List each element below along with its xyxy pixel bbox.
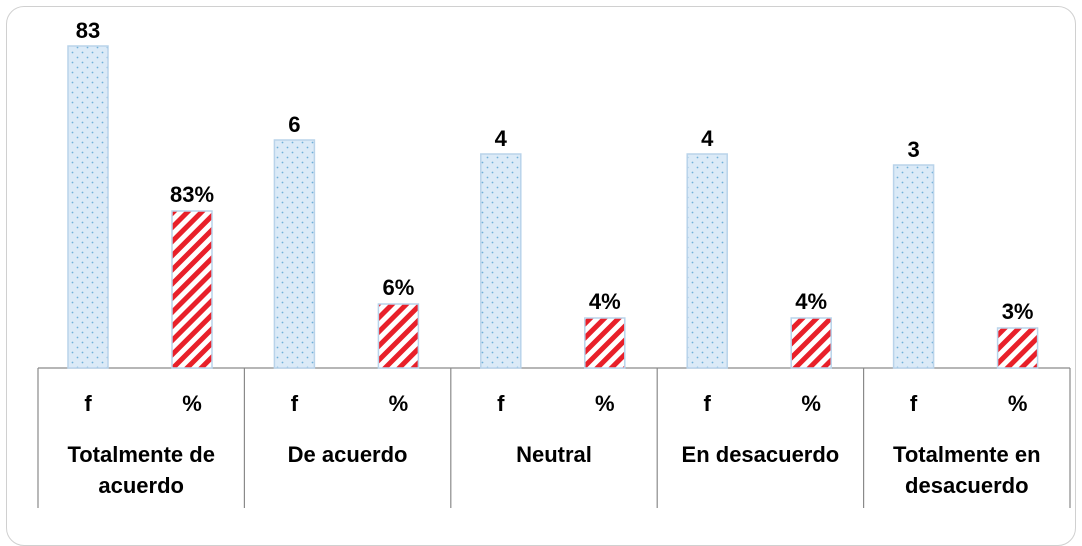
bar-f bbox=[273, 139, 316, 369]
data-label-f: 83 bbox=[76, 18, 100, 43]
category-label: acuerdo bbox=[98, 473, 184, 498]
data-label-f: 4 bbox=[701, 126, 714, 151]
series-label-percent: % bbox=[389, 391, 409, 416]
category-label: Totalmente en bbox=[893, 442, 1041, 467]
category-label: Neutral bbox=[516, 442, 592, 467]
data-label-percent: 6% bbox=[383, 275, 415, 300]
bar-percent bbox=[584, 317, 626, 369]
bar-f bbox=[67, 45, 109, 369]
series-label-percent: % bbox=[595, 391, 615, 416]
data-label-percent: 83% bbox=[170, 182, 214, 207]
data-label-percent: 3% bbox=[1002, 299, 1034, 324]
bar-f bbox=[686, 153, 728, 369]
series-label-f: f bbox=[291, 391, 299, 416]
category-label: De acuerdo bbox=[288, 442, 408, 467]
series-label-percent: % bbox=[801, 391, 821, 416]
series-label-f: f bbox=[497, 391, 505, 416]
series-label-percent: % bbox=[1008, 391, 1028, 416]
series-label-percent: % bbox=[182, 391, 202, 416]
data-label-f: 6 bbox=[288, 112, 300, 137]
bar-f bbox=[480, 153, 522, 369]
bar-percent bbox=[790, 317, 832, 369]
bar-percent bbox=[377, 303, 420, 369]
bar-chart: 83 83% f % Totalmente de acuerdo 6 6% f % De acuer… bbox=[37, 18, 1071, 508]
data-label-f: 4 bbox=[495, 126, 508, 151]
category-label: Totalmente de bbox=[67, 442, 215, 467]
data-label-percent: 4% bbox=[795, 289, 827, 314]
series-label-f: f bbox=[704, 391, 712, 416]
category-label: desacuerdo bbox=[905, 473, 1029, 498]
series-label-f: f bbox=[910, 391, 918, 416]
data-label-percent: 4% bbox=[589, 289, 621, 314]
bar-percent bbox=[996, 327, 1039, 369]
series-label-f: f bbox=[84, 391, 92, 416]
bar-percent bbox=[171, 210, 213, 369]
category-label: En desacuerdo bbox=[682, 442, 840, 467]
bar-f bbox=[892, 164, 935, 369]
data-label-f: 3 bbox=[907, 137, 919, 162]
